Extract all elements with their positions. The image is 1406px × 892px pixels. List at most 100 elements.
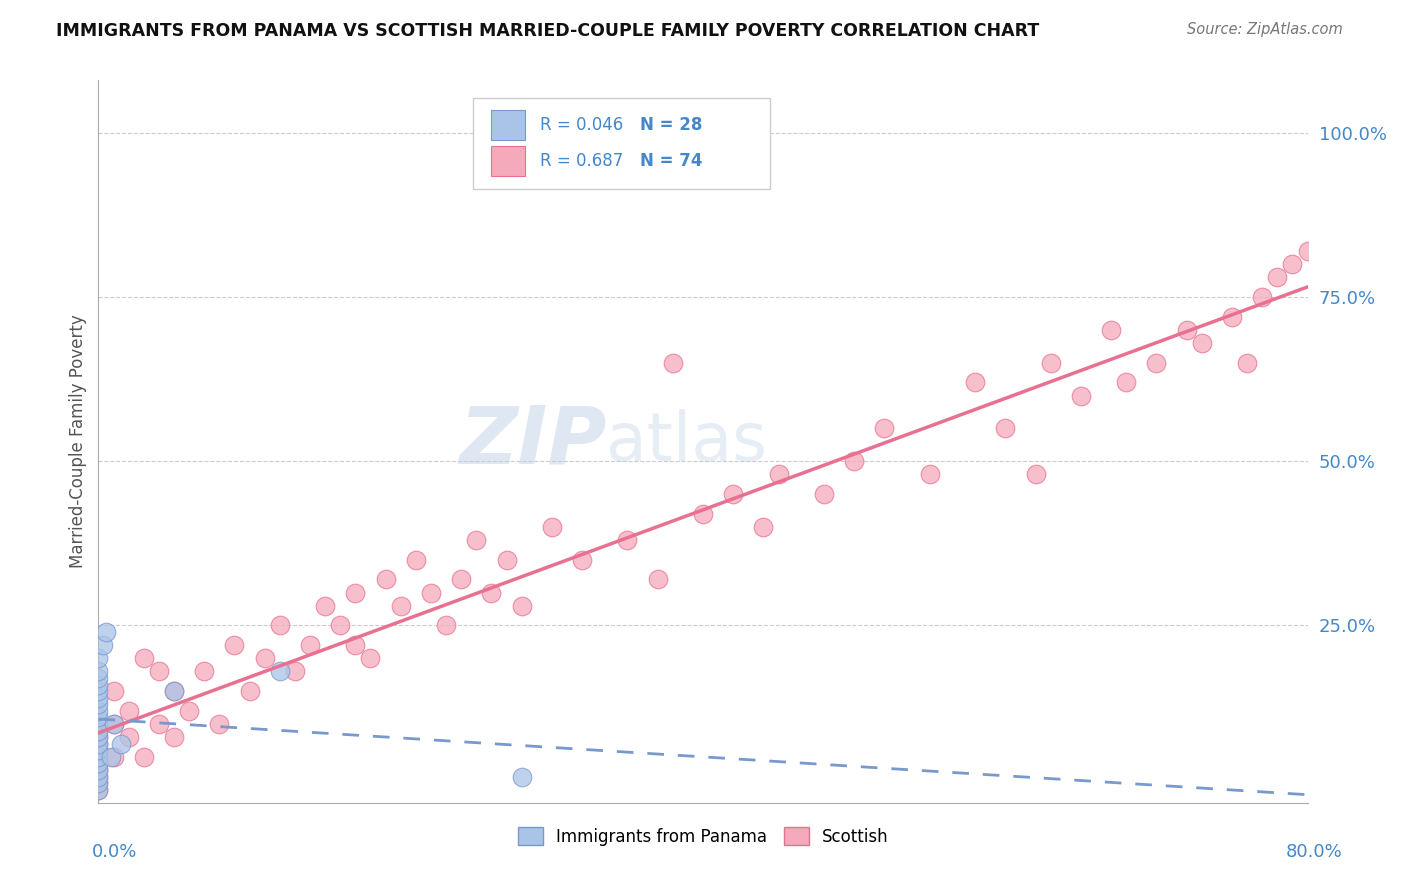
- Point: [1024, 467, 1046, 482]
- Point: [103, 749, 125, 764]
- Point: [510, 599, 533, 613]
- Point: [723, 487, 745, 501]
- FancyBboxPatch shape: [492, 146, 526, 177]
- Point: [87, 782, 110, 797]
- Point: [647, 573, 669, 587]
- Point: [661, 356, 683, 370]
- Point: [1191, 336, 1213, 351]
- Point: [87, 737, 110, 751]
- Point: [91, 638, 114, 652]
- Text: R = 0.046: R = 0.046: [540, 116, 623, 134]
- Point: [87, 749, 110, 764]
- Point: [1296, 244, 1319, 258]
- Point: [1099, 323, 1122, 337]
- Point: [87, 782, 110, 797]
- Point: [87, 756, 110, 771]
- Point: [103, 717, 125, 731]
- Point: [269, 618, 291, 632]
- Point: [87, 671, 110, 685]
- Point: [163, 684, 186, 698]
- Legend: Immigrants from Panama, Scottish: Immigrants from Panama, Scottish: [510, 821, 896, 852]
- Point: [1070, 388, 1092, 402]
- Point: [1281, 257, 1303, 271]
- Point: [87, 763, 110, 777]
- Point: [208, 717, 231, 731]
- Point: [87, 756, 110, 771]
- Point: [314, 599, 336, 613]
- Text: IMMIGRANTS FROM PANAMA VS SCOTTISH MARRIED-COUPLE FAMILY POVERTY CORRELATION CHA: IMMIGRANTS FROM PANAMA VS SCOTTISH MARRI…: [56, 22, 1039, 40]
- Text: ZIP: ZIP: [458, 402, 606, 481]
- Text: 80.0%: 80.0%: [1286, 843, 1343, 861]
- Point: [87, 776, 110, 790]
- Text: R = 0.687: R = 0.687: [540, 153, 623, 170]
- Point: [118, 730, 141, 744]
- Point: [389, 599, 412, 613]
- Text: Source: ZipAtlas.com: Source: ZipAtlas.com: [1187, 22, 1343, 37]
- Point: [87, 730, 110, 744]
- Point: [163, 730, 186, 744]
- Text: 0.0%: 0.0%: [91, 843, 136, 861]
- Point: [420, 585, 443, 599]
- Point: [87, 690, 110, 705]
- Point: [224, 638, 246, 652]
- Point: [269, 665, 291, 679]
- Point: [344, 638, 367, 652]
- Point: [768, 467, 790, 482]
- Point: [299, 638, 322, 652]
- Point: [148, 717, 170, 731]
- Point: [87, 677, 110, 691]
- FancyBboxPatch shape: [492, 110, 526, 140]
- Point: [692, 507, 714, 521]
- Text: N = 28: N = 28: [640, 116, 703, 134]
- Text: N = 74: N = 74: [640, 153, 703, 170]
- Point: [87, 770, 110, 784]
- Point: [87, 730, 110, 744]
- Point: [360, 651, 382, 665]
- Point: [329, 618, 352, 632]
- Point: [87, 684, 110, 698]
- Point: [87, 698, 110, 712]
- Text: atlas: atlas: [606, 409, 768, 475]
- Point: [94, 625, 117, 640]
- Point: [1267, 270, 1289, 285]
- Point: [405, 553, 427, 567]
- Point: [103, 717, 125, 731]
- Point: [434, 618, 457, 632]
- Point: [87, 723, 110, 738]
- Point: [344, 585, 367, 599]
- Point: [571, 553, 593, 567]
- Point: [616, 533, 638, 547]
- Point: [965, 376, 987, 390]
- Point: [118, 704, 141, 718]
- Point: [813, 487, 835, 501]
- Point: [148, 665, 170, 679]
- Point: [752, 520, 775, 534]
- Point: [87, 710, 110, 724]
- Point: [110, 737, 132, 751]
- Point: [1175, 323, 1198, 337]
- Point: [87, 763, 110, 777]
- Point: [87, 743, 110, 757]
- Point: [465, 533, 488, 547]
- FancyBboxPatch shape: [474, 98, 769, 189]
- Point: [87, 665, 110, 679]
- Point: [87, 704, 110, 718]
- Point: [87, 776, 110, 790]
- Point: [132, 749, 155, 764]
- Y-axis label: Married-Couple Family Poverty: Married-Couple Family Poverty: [69, 315, 87, 568]
- Point: [132, 651, 155, 665]
- Point: [450, 573, 472, 587]
- Point: [1220, 310, 1243, 324]
- Point: [253, 651, 276, 665]
- Point: [374, 573, 396, 587]
- Point: [1251, 290, 1274, 304]
- Point: [87, 737, 110, 751]
- Point: [239, 684, 262, 698]
- Point: [1039, 356, 1062, 370]
- Point: [510, 770, 533, 784]
- Point: [994, 421, 1017, 435]
- Point: [87, 749, 110, 764]
- Point: [844, 454, 866, 468]
- Point: [481, 585, 503, 599]
- Point: [495, 553, 517, 567]
